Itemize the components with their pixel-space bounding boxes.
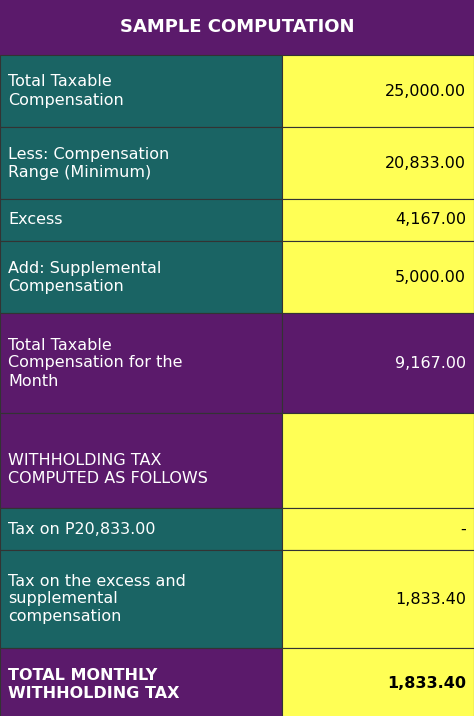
Bar [282, 508, 474, 550]
Text: WITHHOLDING TAX
COMPUTED AS FOLLOWS: WITHHOLDING TAX COMPUTED AS FOLLOWS [8, 435, 208, 486]
Bar [0, 241, 282, 313]
Bar [0, 648, 282, 716]
Bar [0, 413, 282, 508]
Text: Less: Compensation
Range (Minimum): Less: Compensation Range (Minimum) [8, 147, 169, 180]
Text: Add: Supplemental
Compensation: Add: Supplemental Compensation [8, 261, 161, 294]
Bar [282, 55, 474, 127]
Text: 25,000.00: 25,000.00 [385, 84, 466, 99]
Text: SAMPLE COMPUTATION: SAMPLE COMPUTATION [120, 19, 354, 37]
Bar [282, 241, 474, 313]
Bar [0, 127, 282, 199]
Bar [0, 550, 282, 648]
Text: Total Taxable
Compensation for the
Month: Total Taxable Compensation for the Month [8, 337, 182, 389]
Bar [0, 313, 282, 413]
Text: TOTAL MONTHLY
WITHHOLDING TAX: TOTAL MONTHLY WITHHOLDING TAX [8, 667, 180, 700]
Text: 9,167.00: 9,167.00 [395, 356, 466, 370]
Bar [282, 413, 474, 508]
Bar [0, 0, 474, 55]
Text: 1,833.40: 1,833.40 [395, 591, 466, 606]
Text: Tax on the excess and
supplemental
compensation: Tax on the excess and supplemental compe… [8, 574, 186, 624]
Bar [0, 199, 282, 241]
Text: 5,000.00: 5,000.00 [395, 269, 466, 284]
Bar [282, 199, 474, 241]
Text: Tax on P20,833.00: Tax on P20,833.00 [8, 521, 155, 536]
Text: Total Taxable
Compensation: Total Taxable Compensation [8, 74, 124, 107]
Bar [282, 127, 474, 199]
Text: Excess: Excess [8, 213, 63, 228]
Bar [282, 550, 474, 648]
Bar [282, 648, 474, 716]
Bar [0, 508, 282, 550]
Bar [282, 313, 474, 413]
Text: -: - [460, 521, 466, 536]
Text: 1,833.40: 1,833.40 [387, 677, 466, 692]
Text: 20,833.00: 20,833.00 [385, 155, 466, 170]
Bar [0, 55, 282, 127]
Text: 4,167.00: 4,167.00 [395, 213, 466, 228]
